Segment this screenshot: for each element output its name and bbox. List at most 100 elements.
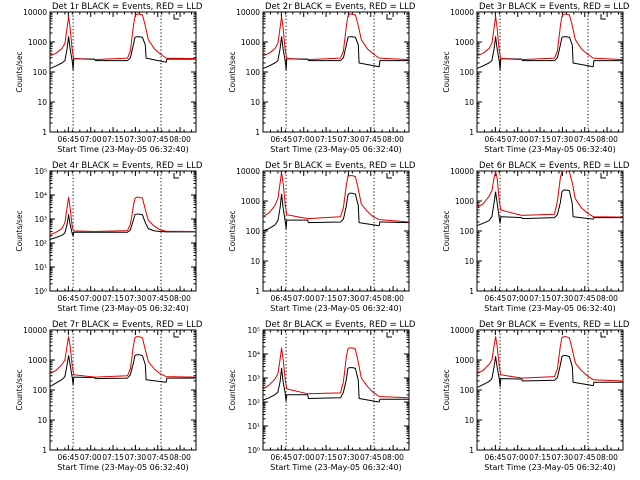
y-tick-label: 10000	[450, 326, 474, 335]
y-tick-label: 10²	[34, 239, 47, 248]
x-tick-label: 07:30	[338, 294, 360, 303]
x-tick-label: 07:45	[360, 135, 382, 144]
y-tick-label: 10⁵	[34, 167, 47, 176]
x-tick-label: 07:45	[574, 135, 596, 144]
detector-panel-8: Det 8r BLACK = Events, RED = LLD 10⁰ 10¹ 10…	[228, 320, 416, 472]
events-line	[476, 189, 623, 227]
x-tick-label: 07:00	[80, 453, 102, 462]
x-axis-label: Start Time (23-May-05 06:32:40)	[270, 304, 401, 313]
x-tick-label: 07:15	[315, 135, 337, 144]
panel-title: Det 2r BLACK = Events, RED = LLD	[265, 2, 416, 12]
x-tick-label: 07:15	[529, 294, 551, 303]
x-tick-label: 06:45	[271, 135, 293, 144]
x-axis-label: Start Time (23-May-05 06:32:40)	[57, 145, 188, 154]
x-tick-label: 08:00	[169, 294, 191, 303]
y-axis-label: Counts/sec	[228, 51, 237, 92]
x-tick-label: 07:30	[338, 453, 360, 462]
y-tick-label: 10	[37, 416, 47, 425]
x-tick-label: 07:00	[80, 294, 102, 303]
x-axis-label: Start Time (23-May-05 06:32:40)	[270, 463, 401, 472]
y-axis-label: Counts/sec	[442, 369, 451, 410]
detector-panel-3: Det 3r BLACK = Events, RED = LLD 1 10 100 10…	[442, 2, 630, 154]
y-tick-label: 10000	[450, 167, 474, 176]
plot-frame	[49, 11, 197, 133]
y-tick-label: 1000	[241, 38, 260, 47]
x-tick-label: 07:30	[125, 135, 147, 144]
y-tick-label: 1	[255, 128, 260, 137]
x-tick-label: 07:45	[574, 453, 596, 462]
y-tick-label: 10¹	[34, 263, 47, 272]
x-tick-label: 07:45	[360, 294, 382, 303]
y-tick-label: 1	[42, 446, 47, 455]
y-tick-label: 10	[250, 98, 260, 107]
y-tick-label: 1000	[28, 356, 47, 365]
y-axis-label: Counts/sec	[442, 210, 451, 251]
y-tick-label: 100	[460, 68, 475, 77]
lld-line	[262, 347, 410, 399]
y-tick-label: 10000	[236, 8, 260, 17]
x-tick-label: 07:45	[574, 294, 596, 303]
y-tick-label: 10¹	[247, 422, 260, 431]
corner-mark	[173, 173, 179, 179]
panel-title: Det 3r BLACK = Events, RED = LLD	[479, 2, 630, 12]
detector-panel-5: Det 5r BLACK = Events, RED = LLD 1 10 100 10…	[228, 161, 416, 313]
plot-frame	[262, 329, 410, 451]
events-line	[476, 355, 623, 389]
panel-title: Det 8r BLACK = Events, RED = LLD	[265, 320, 416, 330]
y-tick-label: 100	[33, 386, 48, 395]
x-tick-label: 06:45	[271, 294, 293, 303]
y-tick-label: 10²	[247, 398, 260, 407]
panel-title: Det 5r BLACK = Events, RED = LLD	[265, 161, 416, 171]
x-tick-label: 08:00	[596, 453, 618, 462]
x-tick-label: 06:45	[58, 453, 80, 462]
corner-mark	[600, 173, 606, 179]
y-tick-label: 100	[460, 227, 475, 236]
x-tick-label: 07:00	[293, 294, 315, 303]
x-tick-label: 07:15	[529, 135, 551, 144]
plot-frame	[262, 11, 410, 133]
x-tick-label: 07:30	[125, 294, 147, 303]
plot-frame	[476, 170, 624, 292]
y-axis-label: Counts/sec	[15, 51, 24, 92]
x-tick-label: 07:15	[102, 453, 124, 462]
corner-mark	[386, 173, 392, 179]
x-axis-label: Start Time (23-May-05 06:32:40)	[57, 304, 188, 313]
corner-mark	[173, 332, 179, 338]
x-tick-label: 07:30	[338, 135, 360, 144]
lld-line	[262, 171, 410, 223]
y-tick-label: 1	[469, 287, 474, 296]
plot-frame	[476, 329, 624, 451]
y-tick-label: 1	[255, 287, 260, 296]
events-line	[49, 213, 196, 240]
x-tick-label: 07:15	[315, 294, 337, 303]
detector-panel-6: Det 6r BLACK = Events, RED = LLD 1 10 100 10…	[442, 161, 630, 313]
plot-frame	[49, 329, 197, 451]
x-tick-label: 07:45	[147, 294, 169, 303]
x-tick-label: 08:00	[169, 135, 191, 144]
x-tick-label: 07:30	[125, 453, 147, 462]
plot-frame	[476, 11, 624, 133]
detector-panel-4: Det 4r BLACK = Events, RED = LLD 10⁰ 10¹ 10…	[15, 161, 203, 313]
x-tick-label: 06:45	[58, 294, 80, 303]
y-tick-label: 1000	[241, 197, 260, 206]
y-tick-label: 10³	[247, 374, 260, 383]
x-tick-label: 08:00	[169, 453, 191, 462]
panel-title: Det 4r BLACK = Events, RED = LLD	[52, 161, 203, 171]
x-axis-label: Start Time (23-May-05 06:32:40)	[484, 463, 615, 472]
y-tick-label: 100	[246, 227, 261, 236]
x-tick-label: 08:00	[596, 294, 618, 303]
lld-line	[49, 196, 197, 236]
y-tick-label: 100	[33, 68, 48, 77]
x-tick-label: 06:45	[485, 294, 507, 303]
corner-mark	[173, 14, 179, 20]
detector-panel-7: Det 7r BLACK = Events, RED = LLD 1 10 100 10…	[15, 320, 203, 472]
y-tick-label: 10⁰	[247, 446, 260, 455]
x-tick-label: 07:00	[293, 453, 315, 462]
y-tick-label: 10	[464, 416, 474, 425]
x-tick-label: 07:15	[102, 294, 124, 303]
x-tick-label: 07:30	[552, 135, 574, 144]
y-tick-label: 100	[246, 68, 261, 77]
x-tick-label: 08:00	[382, 453, 404, 462]
y-axis-label: Counts/sec	[442, 51, 451, 92]
